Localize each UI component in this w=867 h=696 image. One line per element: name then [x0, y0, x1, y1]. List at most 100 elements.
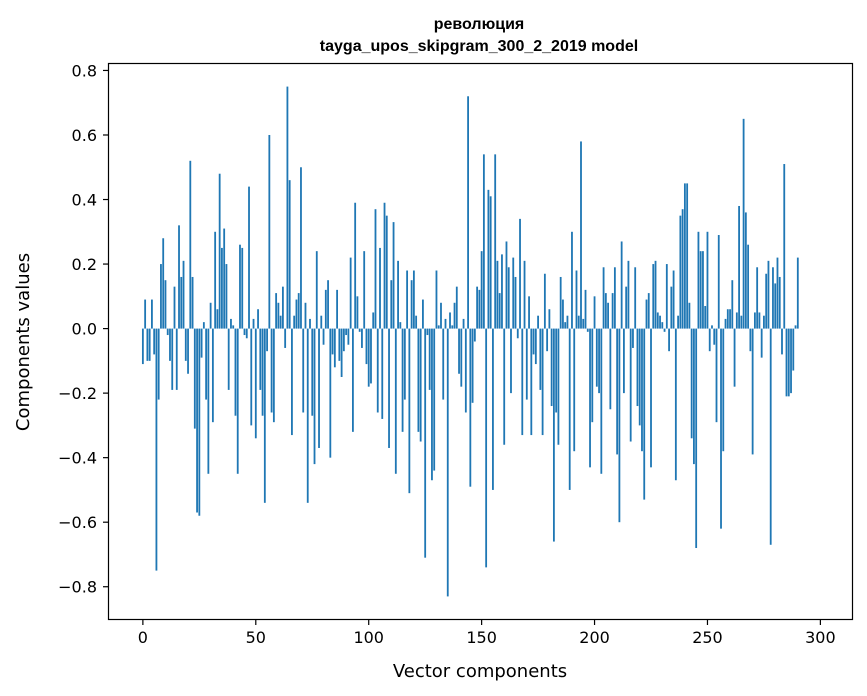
bar: [469, 328, 472, 487]
bar: [322, 328, 325, 345]
bar: [604, 293, 607, 329]
bar: [196, 328, 198, 513]
bar: [498, 293, 501, 329]
bar: [225, 264, 228, 329]
y-tick-label: 0.8: [72, 61, 97, 80]
bar: [431, 328, 433, 481]
bar: [503, 328, 506, 445]
y-tick-label: 0.0: [72, 320, 97, 339]
bar: [352, 328, 354, 432]
bar: [647, 293, 650, 329]
bar: [338, 328, 341, 361]
bar: [146, 328, 149, 361]
bar: [582, 318, 585, 329]
bar: [272, 328, 275, 423]
bar: [363, 251, 366, 329]
bar: [767, 260, 770, 329]
bar: [464, 328, 467, 413]
bar: [613, 267, 616, 329]
bar: [374, 209, 377, 329]
bar: [166, 328, 169, 336]
bar: [537, 315, 539, 329]
bar: [455, 286, 458, 329]
bar: [668, 328, 670, 352]
bar: [661, 322, 664, 329]
bar: [532, 328, 535, 355]
bar: [239, 244, 241, 329]
y-tick-label: −0.2: [58, 384, 97, 403]
bar: [711, 325, 713, 329]
bar: [697, 231, 700, 329]
bar: [376, 328, 379, 413]
bar: [792, 328, 795, 371]
bar: [726, 309, 729, 329]
bar: [270, 328, 273, 413]
bar: [501, 254, 503, 329]
bar: [480, 251, 483, 329]
bar: [595, 328, 598, 387]
bars-group: [141, 86, 799, 597]
bar: [259, 328, 262, 390]
x-tick-label: 250: [692, 628, 723, 647]
bar: [365, 328, 368, 365]
bar: [458, 328, 460, 374]
bar: [173, 286, 176, 329]
bar: [410, 280, 413, 329]
x-tick-label: 150: [466, 628, 497, 647]
bar: [383, 202, 386, 329]
bar: [234, 328, 237, 416]
bar: [218, 173, 221, 329]
bar: [347, 328, 350, 345]
x-tick-label: 300: [805, 628, 836, 647]
bar: [543, 273, 546, 329]
bar: [769, 328, 772, 545]
x-tick-label: 50: [246, 628, 266, 647]
bar: [616, 328, 619, 455]
y-tick-label: −0.6: [58, 513, 97, 532]
bar: [512, 257, 515, 329]
bar: [485, 328, 488, 568]
bar: [593, 296, 596, 329]
bar: [148, 328, 151, 361]
bar: [223, 228, 226, 329]
bar: [356, 296, 359, 329]
bar: [530, 328, 533, 436]
bar: [704, 306, 707, 329]
bar: [688, 302, 691, 329]
y-axis-ticks: −0.8 −0.6 −0.4 −0.2 0.0 0.2 0.4 0.6 0.8: [58, 61, 109, 597]
bar: [214, 231, 217, 329]
bar: [315, 251, 318, 329]
bar: [751, 328, 754, 455]
bar: [333, 328, 336, 368]
bar: [586, 328, 589, 332]
x-axis-ticks: 0 50 100 150 200 250 300: [138, 619, 836, 647]
bar: [600, 328, 603, 474]
bar: [650, 328, 652, 468]
bar: [141, 328, 144, 365]
bar: [665, 264, 668, 329]
bar: [401, 328, 404, 432]
bar: [638, 328, 641, 426]
bar: [331, 328, 334, 355]
bar: [392, 222, 395, 329]
bar: [634, 267, 637, 329]
bar: [442, 328, 445, 400]
bar: [449, 312, 451, 329]
bar: [541, 328, 544, 436]
bar: [740, 315, 743, 329]
bar: [370, 328, 372, 384]
bar: [171, 328, 174, 390]
bar: [379, 247, 381, 329]
bar: [263, 328, 266, 503]
bar: [781, 328, 783, 355]
chart-title: революция: [434, 16, 525, 33]
bar: [293, 315, 296, 329]
bar: [654, 260, 657, 329]
bar: [388, 328, 390, 448]
bar: [381, 328, 384, 419]
bar: [462, 318, 465, 329]
bar: [277, 302, 280, 329]
bar: [453, 302, 456, 329]
bar: [329, 328, 332, 458]
bar: [557, 328, 560, 445]
